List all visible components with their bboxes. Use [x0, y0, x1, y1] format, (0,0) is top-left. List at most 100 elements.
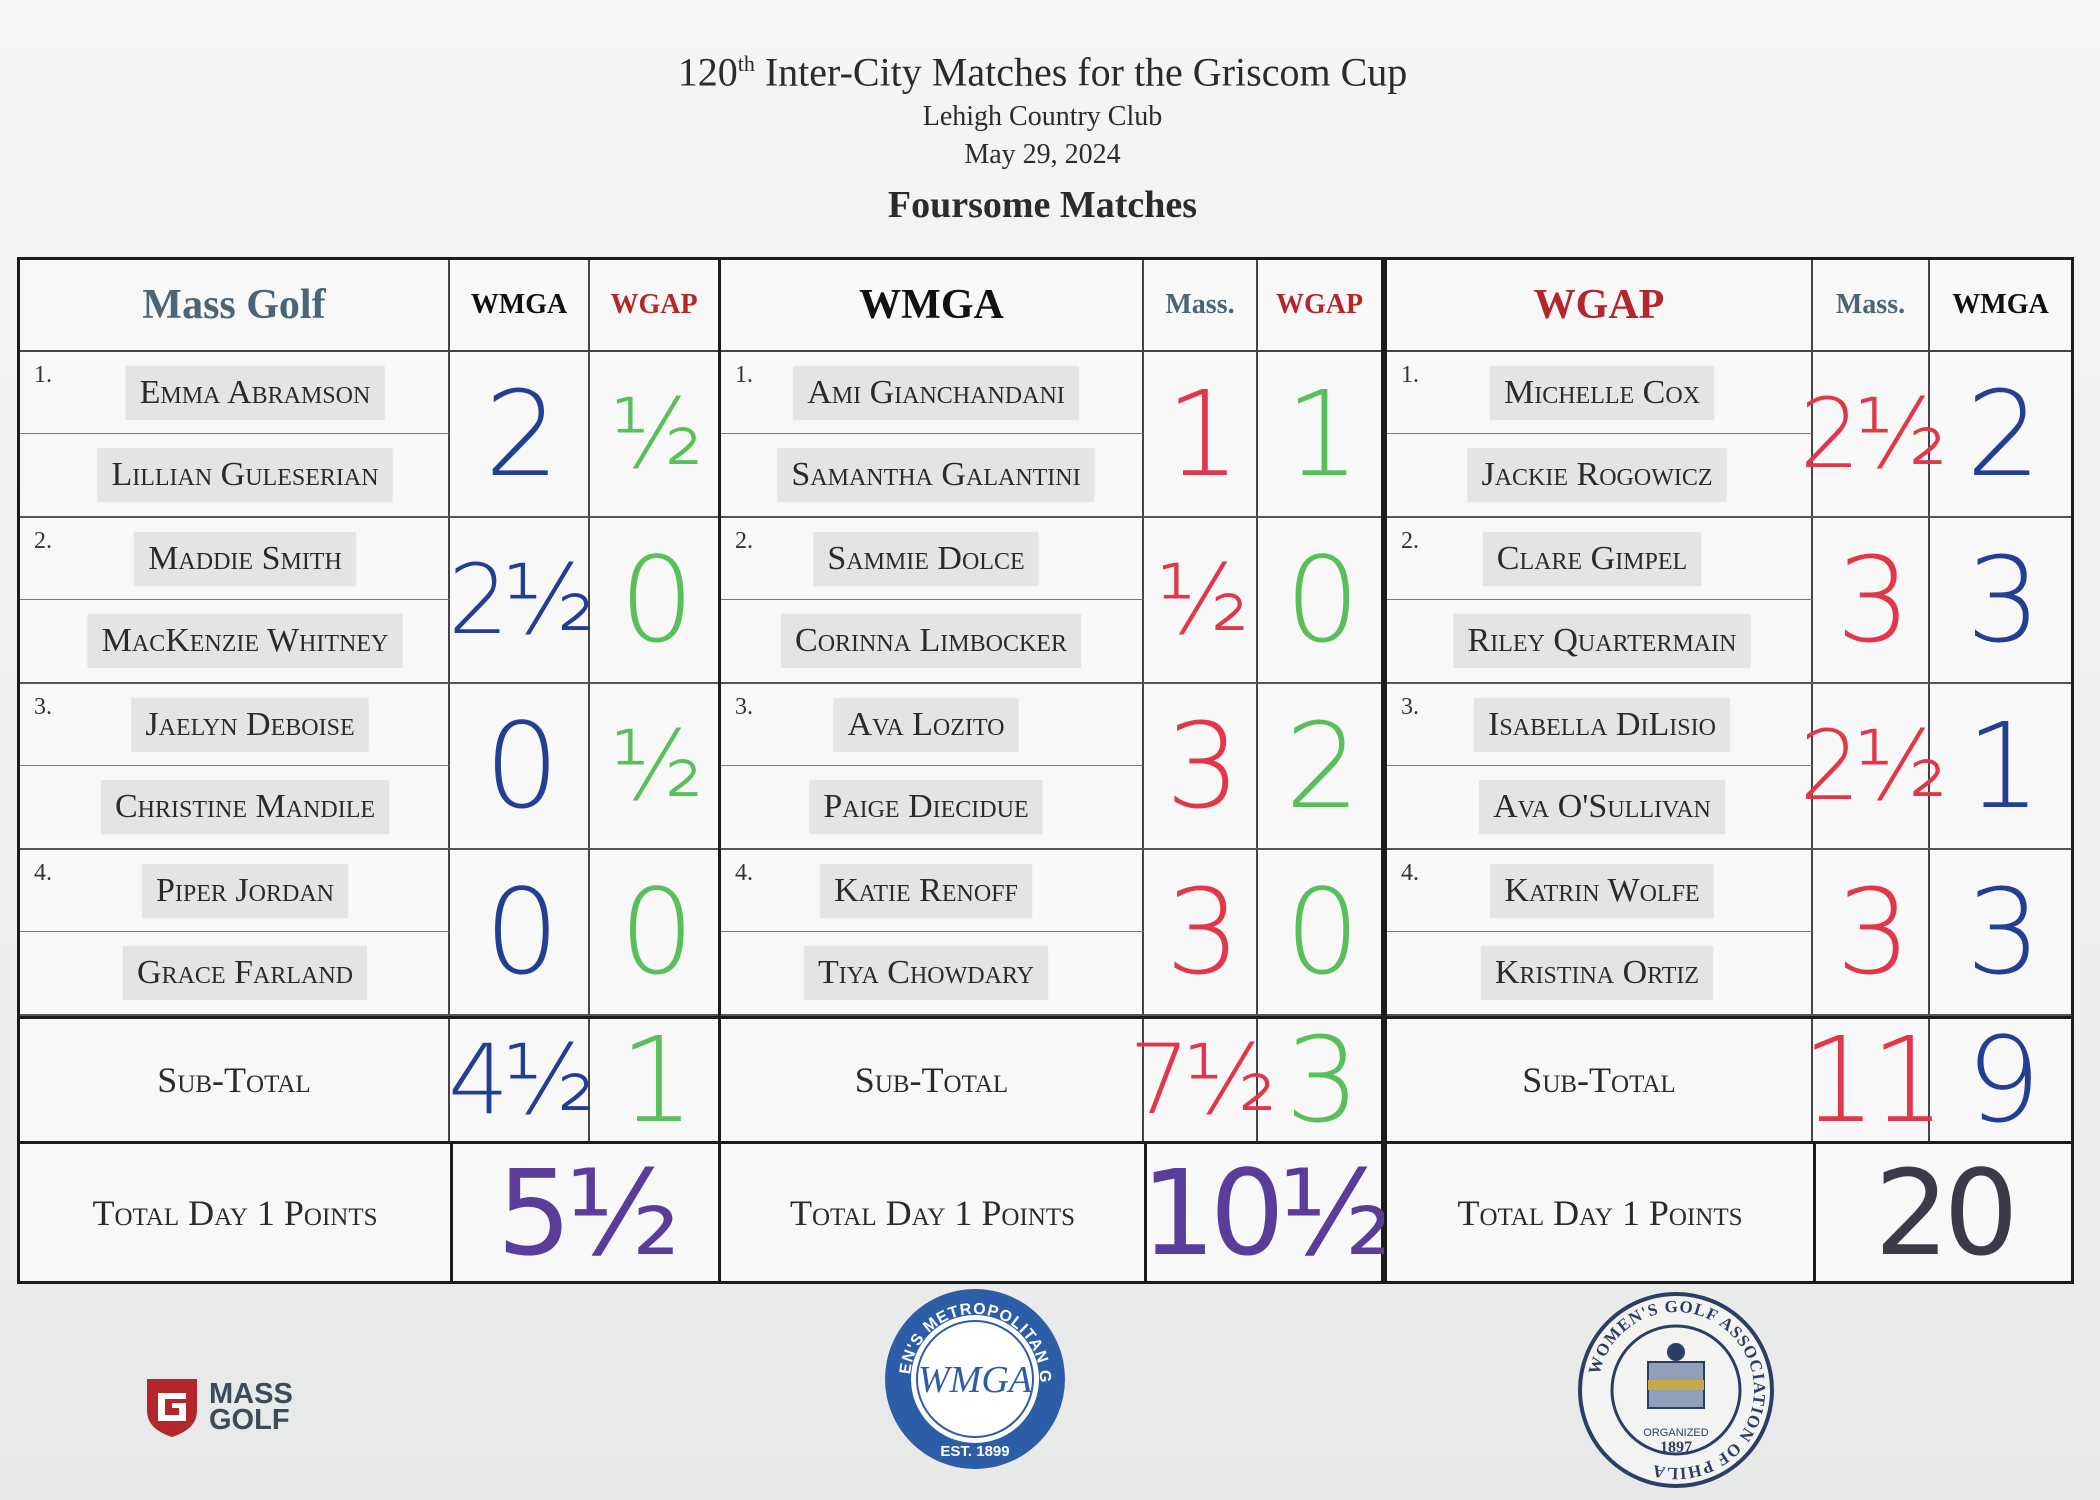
score-value: 0 — [619, 863, 694, 1001]
score-value: ½ — [1156, 544, 1249, 656]
player-name: Corinna Limbocker — [781, 614, 1081, 668]
score-cell: 3 — [1813, 518, 1930, 682]
player-name: Lillian Guleserian — [97, 448, 393, 502]
score-value: 2 — [1284, 697, 1360, 835]
match-number: 1. — [735, 362, 753, 388]
column-header: WGAP — [1258, 260, 1381, 352]
svg-text:1897: 1897 — [1660, 1439, 1692, 1456]
score-cell: 1 — [1144, 352, 1258, 516]
total-points: 10½ — [1140, 1143, 1394, 1282]
player-name: Clare Gimpel — [1482, 531, 1702, 586]
score-cell: 0 — [590, 518, 718, 682]
subtotal-b: 1 — [619, 1011, 694, 1149]
match-row: 2. Sammie Dolce Corinna Limbocker ½ 0 — [721, 518, 1381, 684]
score-cell: 2½ — [1799, 684, 1948, 848]
score-cell: 2 — [450, 352, 590, 516]
match-number: 4. — [1401, 860, 1419, 886]
score-cell: 0 — [1258, 518, 1381, 682]
svg-text:EST. 1899: EST. 1899 — [940, 1443, 1009, 1460]
match-number: 3. — [34, 694, 52, 720]
subtotal-row: Sub-Total 7½ 3 — [721, 1016, 1381, 1144]
player-name: Ava O'Sullivan — [1479, 780, 1725, 834]
player-name: Emma Abramson — [125, 365, 385, 420]
total-points: 5½ — [450, 1144, 718, 1282]
subtotal-a: 4½ — [448, 1019, 596, 1141]
score-value: 0 — [484, 697, 559, 835]
score-cell: ½ — [590, 684, 718, 848]
subtotal-label: Sub-Total — [721, 1019, 1144, 1141]
player-name: Sammie Dolce — [813, 531, 1039, 586]
mass-golf-logo: MASS GOLF — [143, 1375, 293, 1439]
header: 120th Inter-City Matches for the Griscom… — [0, 38, 2085, 232]
score-value: 2½ — [1799, 378, 1947, 490]
event-title: 120th Inter-City Matches for the Griscom… — [677, 49, 1408, 95]
player-name: Riley Quartermain — [1453, 614, 1751, 668]
total-points: 20 — [1813, 1144, 2071, 1282]
wgap-seal-logo: WOMEN'S GOLF ASSOCIATION OF PHILA ORGANI… — [1578, 1292, 1774, 1488]
score-value: 3 — [1835, 863, 1911, 1001]
score-value: 1 — [1165, 365, 1240, 503]
score-cell: 0 — [1258, 850, 1381, 1014]
player-name: Christine Mandile — [100, 780, 390, 834]
score-cell: 1 — [1930, 684, 2071, 848]
player-name: Tiya Chowdary — [804, 946, 1048, 1000]
panel-mass-golf: Mass Golf WMGA WGAP 1. Emma Abramson Lill… — [17, 257, 721, 1284]
player-name: Ava Lozito — [833, 697, 1019, 752]
match-row: 1. Michelle Cox Jackie Rogowicz 2½ 2 — [1387, 352, 2071, 518]
player-name: Grace Farland — [123, 946, 367, 1000]
player-name: Katrin Wolfe — [1490, 863, 1714, 918]
total-label: Total Day 1 Points — [789, 1192, 1076, 1233]
score-cell: 0 — [450, 850, 590, 1014]
score-cell: 3 — [1144, 850, 1258, 1014]
subtotal-b: 9 — [1965, 1011, 2041, 1149]
match-number: 3. — [1401, 694, 1419, 720]
match-number: 4. — [34, 860, 52, 886]
score-value: ½ — [610, 378, 703, 490]
match-row: 3. Isabella DiLisio Ava O'Sullivan 2½ 1 — [1387, 684, 2071, 850]
player-name: Kristina Ortiz — [1480, 946, 1714, 1000]
player-name: Jackie Rogowicz — [1467, 448, 1727, 502]
match-row: 1. Ami Gianchandani Samantha Galantini 1 … — [721, 352, 1381, 518]
svg-text:WMGA: WMGA — [918, 1359, 1033, 1401]
score-value: 2½ — [1799, 710, 1947, 822]
panel-wgap: WGAP Mass. WMGA 1. Michelle Cox Jackie Ro… — [1384, 257, 2074, 1284]
mass-golf-line2: GOLF — [209, 1404, 290, 1436]
score-value: 3 — [1165, 697, 1240, 835]
score-cell: 0 — [590, 850, 718, 1014]
score-cell: ½ — [1144, 518, 1258, 682]
team-name: Mass Golf — [20, 260, 450, 352]
score-cell: 1 — [1258, 352, 1381, 516]
match-number: 2. — [735, 528, 753, 554]
score-value: 0 — [1284, 863, 1360, 1001]
match-number: 3. — [735, 694, 753, 720]
score-value: 0 — [1284, 531, 1360, 669]
score-value: 3 — [1965, 863, 2041, 1001]
score-cell: 2 — [1930, 352, 2071, 516]
match-row: 2. Clare Gimpel Riley Quartermain 3 3 — [1387, 518, 2071, 684]
player-name: Ami Gianchandani — [793, 365, 1079, 420]
total-label: Total Day 1 Points — [1457, 1192, 1743, 1233]
subtotal-a: 7½ — [1129, 1019, 1277, 1141]
subtotal-row: Sub-Total 11 9 — [1387, 1016, 2071, 1144]
score-cell: 3 — [1813, 850, 1930, 1014]
match-row: 4. Katie Renoff Tiya Chowdary 3 0 — [721, 850, 1381, 1016]
score-value: 1 — [1284, 365, 1360, 503]
player-name: Isabella DiLisio — [1474, 697, 1730, 752]
mass-golf-line1: MASS — [209, 1378, 293, 1410]
match-number: 4. — [735, 860, 753, 886]
event-date: May 29, 2024 — [964, 139, 1121, 171]
wmga-seal-logo: WOMEN'S METROPOLITAN GOLF WMGA EST. 1899 — [880, 1284, 1065, 1469]
player-name: MacKenzie Whitney — [87, 614, 403, 668]
match-number: 1. — [34, 362, 52, 388]
score-value: 1 — [1965, 697, 2041, 835]
column-header: Mass. — [1813, 260, 1930, 352]
match-number: 2. — [1401, 528, 1419, 554]
match-number: 2. — [34, 528, 52, 554]
total-label: Total Day 1 Points — [92, 1192, 378, 1233]
score-cell: 2 — [1258, 684, 1381, 848]
score-value: 2 — [1965, 365, 2041, 503]
panel-wmga: WMGA Mass. WGAP 1. Ami Gianchandani Saman… — [718, 257, 1394, 1284]
team-name: WMGA — [721, 260, 1144, 352]
subtotal-row: Sub-Total 4½ 1 — [20, 1016, 718, 1144]
